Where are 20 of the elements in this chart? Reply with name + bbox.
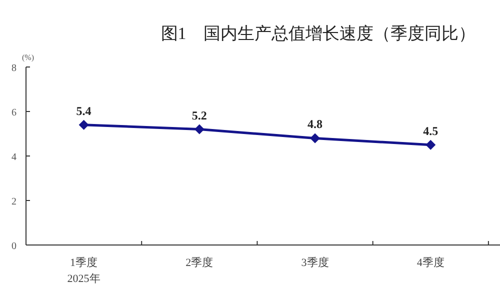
point — [310, 133, 320, 144]
y-tick-label: 4 — [12, 152, 16, 163]
data-label: 4.8 — [308, 117, 323, 132]
point — [426, 140, 436, 150]
x-tick-label: 4季度 — [416, 256, 444, 269]
y-tick-label: 2 — [12, 196, 16, 208]
y-tick-label: 6 — [12, 108, 16, 118]
ylabel: (%) — [22, 53, 34, 62]
y-tick-label: 0 — [12, 241, 16, 252]
title: 图1 国内生产总值增长速度（季度同比） — [160, 24, 476, 43]
data-label: 4.5 — [423, 124, 438, 138]
x-tick-label: 2季度 — [186, 256, 214, 269]
y-tick-label: 8 — [12, 63, 16, 74]
point — [194, 124, 204, 134]
x-tick-label: 3季度 — [301, 256, 329, 269]
data-label: 5.2 — [192, 108, 207, 122]
point — [78, 120, 89, 130]
data-label: 5.4 — [76, 104, 92, 118]
x-tick-label: 1季度 — [70, 256, 98, 269]
text: 2025年 — [67, 273, 100, 285]
